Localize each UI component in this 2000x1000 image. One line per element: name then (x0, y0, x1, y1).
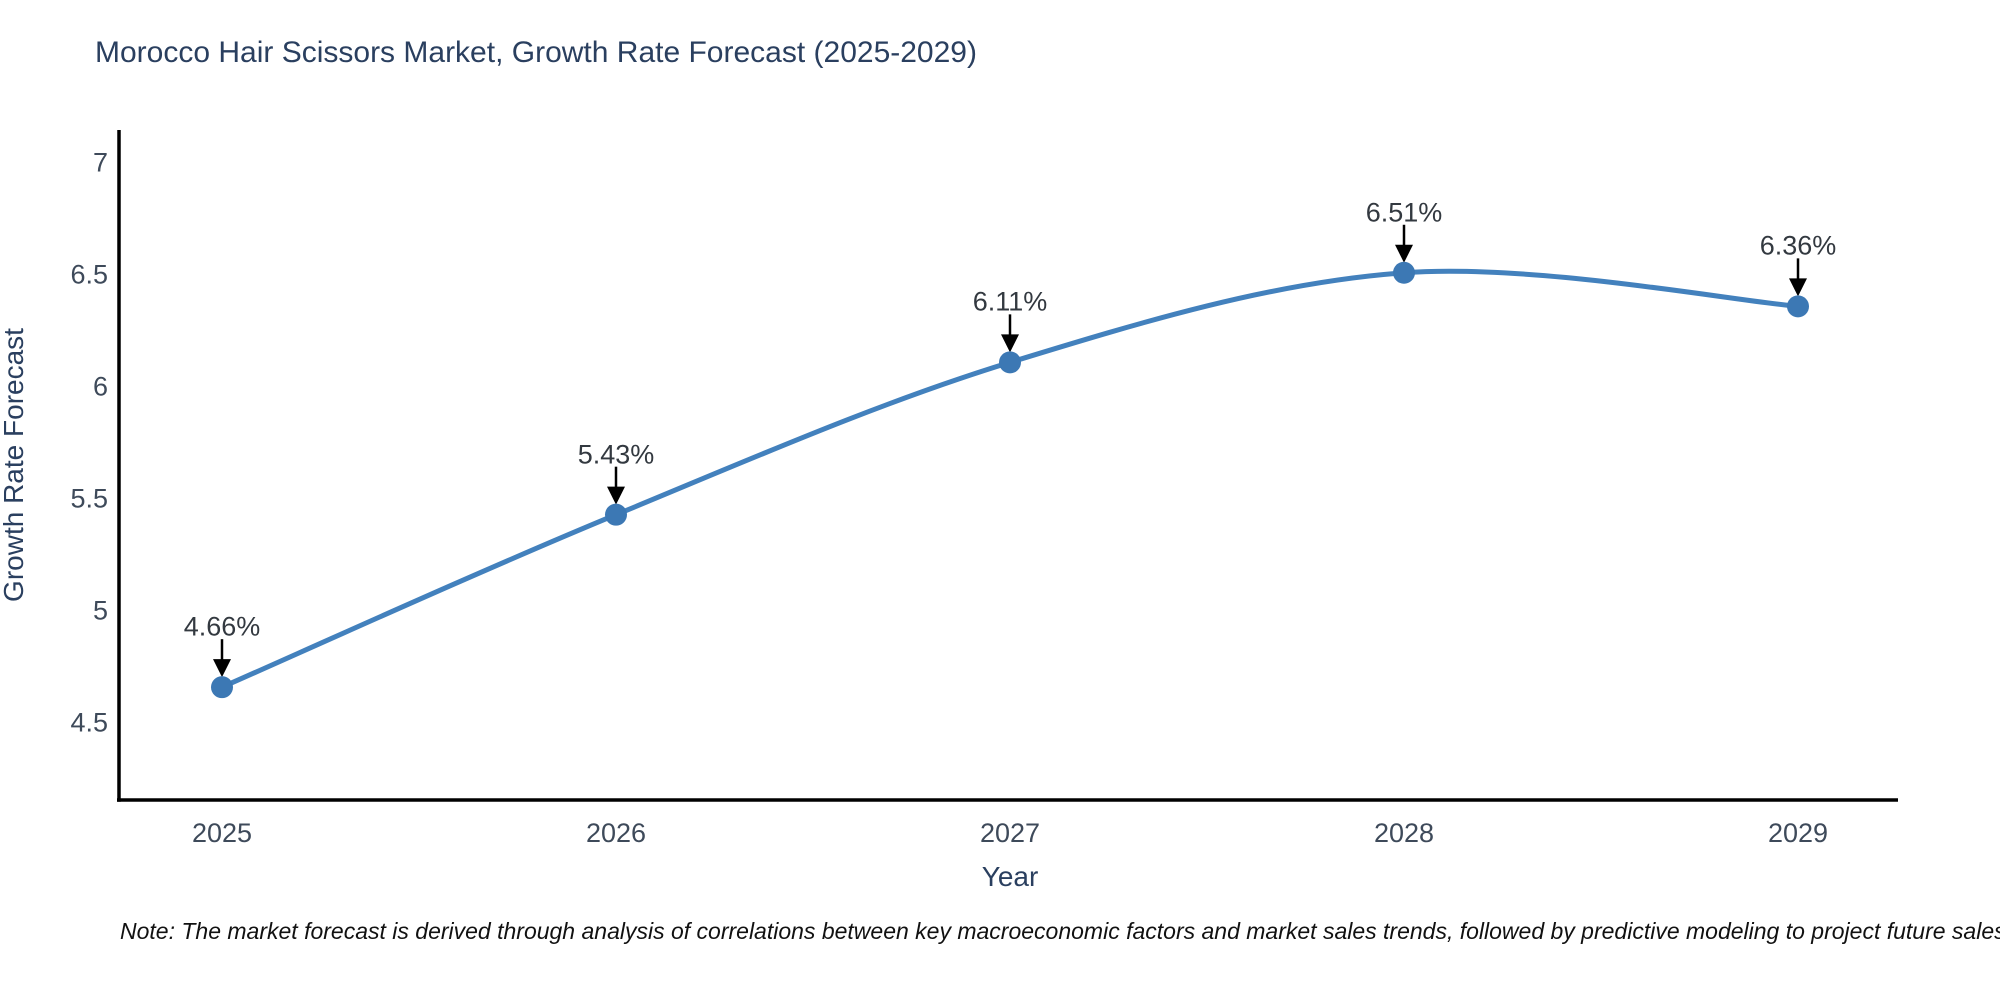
annotation-arrowhead-icon (607, 486, 625, 505)
x-tick-label: 2026 (585, 818, 647, 848)
y-tick-label: 5.5 (70, 483, 108, 514)
data-point-marker[interactable] (1787, 295, 1809, 318)
data-point-label: 4.66% (183, 611, 261, 642)
annotation-arrowhead-icon (1001, 334, 1019, 353)
chart-title: Morocco Hair Scissors Market, Growth Rat… (95, 36, 977, 69)
data-point-marker[interactable] (211, 676, 233, 699)
x-tick-label: 2027 (979, 818, 1041, 848)
data-point-label: 6.11% (972, 286, 1048, 317)
x-tick-label: 2025 (191, 818, 253, 848)
annotation-arrowhead-icon (1395, 244, 1413, 263)
data-point-label: 6.36% (1759, 230, 1837, 261)
data-point-marker[interactable] (605, 503, 627, 526)
annotation-arrowhead-icon (1789, 278, 1807, 297)
data-point-label: 6.51% (1365, 197, 1443, 228)
x-axis-title: Year (981, 861, 1039, 892)
y-tick-label: 6 (92, 371, 108, 402)
data-point-marker[interactable] (999, 351, 1021, 374)
data-point-marker[interactable] (1393, 261, 1415, 284)
y-tick-label: 7 (92, 147, 108, 178)
x-tick-label: 2029 (1767, 818, 1829, 848)
y-tick-label: 4.5 (70, 707, 108, 738)
data-point-label: 5.43% (577, 439, 655, 470)
y-tick-label: 6.5 (70, 259, 108, 290)
y-tick-label: 5 (92, 595, 108, 626)
annotation-arrowhead-icon (213, 659, 231, 678)
x-tick-label: 2028 (1373, 818, 1435, 848)
footnote: Note: The market forecast is derived thr… (120, 918, 2000, 944)
y-axis-title: Growth Rate Forecast (0, 328, 29, 602)
